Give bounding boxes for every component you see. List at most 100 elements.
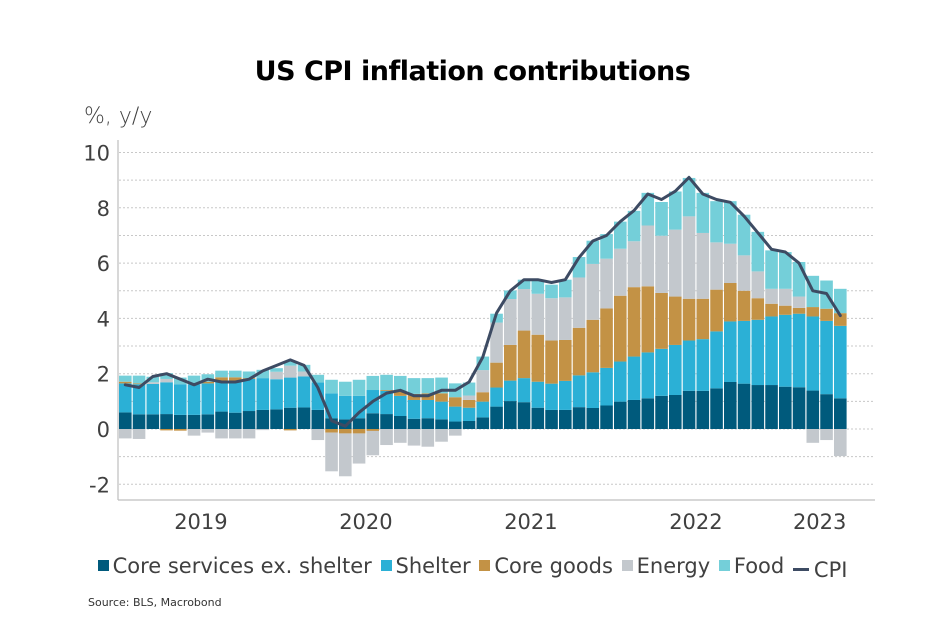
bar-segment-core-services	[710, 388, 723, 429]
legend-label: Energy	[636, 553, 711, 578]
bar-segment-energy	[229, 429, 242, 439]
bar-segment-energy	[586, 263, 600, 320]
bar-segment-core-services	[806, 390, 820, 429]
bar-stack	[297, 364, 311, 429]
bar-segment-core-goods	[641, 286, 655, 353]
bar-segment-food	[187, 375, 201, 385]
bar-segment-food	[545, 284, 558, 299]
bar-segment-food	[256, 369, 270, 379]
bar-segment-food	[531, 280, 545, 294]
bar-segment-shelter	[682, 340, 696, 391]
y-axis-ticks: -2 0 2 4 6 8 10	[83, 142, 110, 498]
bar-segment-food	[792, 261, 806, 297]
bar-segment-energy	[270, 371, 283, 380]
bar-segment-core-goods	[394, 391, 407, 396]
bar-segment-core-goods	[545, 340, 558, 384]
bar-segment-core-services	[394, 416, 407, 429]
bar-segment-shelter	[779, 314, 792, 387]
bar-segment-shelter	[339, 395, 352, 420]
bar-stack	[187, 375, 201, 436]
bar-segment-shelter	[311, 382, 325, 410]
bar-segment-food	[297, 364, 311, 372]
bar-stack	[311, 374, 325, 441]
bar-segment-energy	[655, 235, 668, 293]
bar-segment-energy	[325, 432, 338, 472]
bar-segment-energy	[435, 429, 448, 442]
bar-segment-shelter	[187, 384, 201, 415]
bar-stack	[160, 373, 173, 431]
legend-item-core-services: Core services ex. shelter	[97, 554, 372, 578]
bar-segment-shelter	[435, 401, 448, 420]
y-tick-label: 8	[97, 197, 110, 221]
bar-segment-shelter	[297, 376, 311, 408]
bar-segment-core-services	[682, 390, 696, 429]
bar-segment-food	[517, 279, 531, 290]
bar-segment-core-goods	[627, 287, 641, 357]
y-tick-label: 4	[97, 307, 110, 331]
bar-segment-food	[710, 201, 723, 243]
bar-segment-core-services	[696, 390, 710, 429]
bar-segment-shelter	[765, 316, 778, 386]
bar-segment-core-services	[834, 398, 847, 429]
bar-stack	[394, 375, 407, 443]
bar-segment-core-services	[380, 414, 393, 429]
bar-segment-shelter	[531, 381, 545, 408]
bar-segment-core-services	[407, 418, 421, 429]
bar-segment-core-goods	[462, 399, 476, 408]
bar-segment-energy	[572, 277, 586, 328]
bar-stack	[545, 284, 558, 429]
bar-segment-shelter	[820, 320, 833, 395]
bar-stack	[779, 252, 792, 429]
bar-stack	[669, 191, 682, 429]
bar-segment-food	[242, 371, 256, 379]
bar-segment-energy	[132, 429, 146, 439]
x-tick-label: 2021	[504, 510, 557, 534]
bar-segment-core-goods	[504, 344, 517, 381]
bar-segment-food	[559, 279, 572, 298]
bar-stack	[132, 375, 146, 439]
bar-segment-core-goods	[779, 305, 792, 315]
bar-segment-energy	[284, 365, 297, 378]
bar-segment-food	[366, 375, 380, 391]
bar-stack	[490, 313, 503, 429]
bar-stack	[724, 201, 737, 429]
bar-segment-core-services	[242, 411, 256, 429]
chart-title: US CPI inflation contributions	[254, 56, 691, 87]
bar-segment-shelter	[132, 384, 146, 415]
bar-stack	[449, 383, 462, 436]
bar-segment-energy	[765, 288, 778, 304]
bar-segment-energy	[614, 248, 627, 296]
bar-segment-energy	[476, 370, 490, 393]
bar-segment-core-services	[146, 414, 160, 429]
bar-stack	[737, 214, 751, 429]
bar-segment-energy	[311, 429, 325, 441]
legend-swatch	[380, 560, 392, 571]
bar-segment-shelter	[256, 378, 270, 410]
bar-segment-energy	[779, 288, 792, 306]
bar-segment-core-goods	[119, 381, 132, 384]
bar-segment-energy	[449, 429, 462, 436]
bar-segment-food	[600, 234, 613, 259]
bar-segment-energy	[380, 429, 393, 446]
bar-segment-core-goods	[380, 390, 393, 391]
bar-segment-food	[462, 382, 476, 396]
bar-segment-core-services	[600, 405, 613, 429]
bar-segment-energy	[641, 225, 655, 287]
bar-segment-core-services	[655, 395, 668, 429]
bar-segment-food	[724, 201, 737, 244]
x-tick-label: 2022	[669, 510, 722, 534]
bar-segment-food	[132, 375, 146, 384]
bar-segment-food	[834, 288, 847, 314]
bar-segment-food	[380, 374, 393, 391]
bar-segment-core-goods	[559, 339, 572, 381]
bar-segment-shelter	[517, 378, 531, 403]
bar-segment-shelter	[490, 387, 503, 407]
bar-segment-core-services	[792, 387, 806, 429]
bar-segment-shelter	[462, 407, 476, 421]
bar-stack	[696, 192, 710, 429]
bar-segment-core-services	[421, 418, 435, 429]
bar-segment-shelter	[160, 382, 173, 415]
bar-segment-core-goods	[614, 295, 627, 362]
y-tick-label: 2	[97, 363, 110, 387]
bar-segment-energy	[669, 229, 682, 297]
